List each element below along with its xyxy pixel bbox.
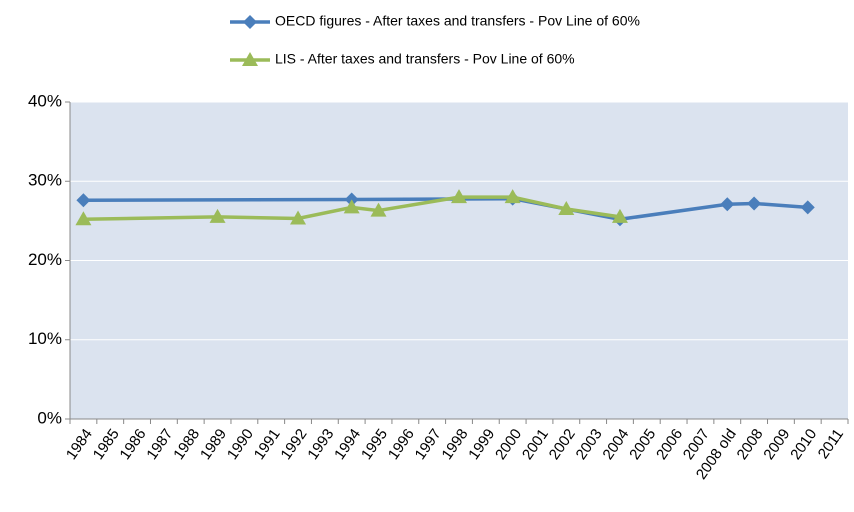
y-tick-label: 20% bbox=[28, 250, 62, 269]
marker bbox=[451, 189, 467, 204]
x-tick-label: 2008 bbox=[734, 426, 767, 463]
x-tick-label: 1994 bbox=[331, 426, 364, 463]
x-tick-label: 2010 bbox=[787, 426, 820, 463]
x-tick-label: 1991 bbox=[251, 426, 284, 463]
marker bbox=[370, 202, 387, 217]
x-tick-label: 1988 bbox=[170, 426, 203, 463]
y-tick-label: 40% bbox=[28, 91, 62, 110]
x-tick-label: 1984 bbox=[63, 426, 96, 463]
marker bbox=[75, 211, 92, 226]
y-tick-label: 10% bbox=[28, 329, 62, 348]
x-tick-label: 2000 bbox=[492, 426, 525, 463]
x-tick-label: 2009 bbox=[760, 426, 793, 463]
x-tick-label: 1998 bbox=[438, 426, 471, 463]
x-tick-label: 1985 bbox=[90, 426, 123, 463]
x-tick-label: 2006 bbox=[653, 426, 686, 463]
y-tick-label: 30% bbox=[28, 171, 62, 190]
marker bbox=[242, 52, 258, 66]
x-tick-label: 1986 bbox=[117, 426, 150, 463]
legend-label: LIS - After taxes and transfers - Pov Li… bbox=[275, 51, 575, 67]
marker bbox=[290, 210, 307, 225]
x-tick-label: 2002 bbox=[546, 426, 579, 463]
x-tick-label: 1987 bbox=[143, 426, 176, 463]
marker bbox=[504, 189, 521, 204]
marker bbox=[747, 196, 762, 211]
x-tick-label: 2011 bbox=[815, 426, 847, 462]
x-tick-label: 1995 bbox=[358, 426, 391, 463]
marker bbox=[720, 197, 735, 212]
x-tick-label: 1990 bbox=[224, 426, 257, 463]
x-tick-label: 1989 bbox=[197, 426, 230, 463]
x-tick-label: 1996 bbox=[385, 426, 418, 463]
x-tick-label: 1993 bbox=[304, 426, 337, 463]
marker bbox=[611, 208, 628, 223]
marker bbox=[343, 199, 360, 214]
x-tick-label: 2005 bbox=[626, 426, 659, 463]
y-tick-label: 0% bbox=[37, 408, 62, 427]
x-tick-label: 1992 bbox=[277, 426, 310, 463]
marker bbox=[800, 200, 815, 215]
marker bbox=[76, 193, 91, 208]
x-tick-label: 1997 bbox=[412, 426, 445, 463]
marker bbox=[243, 15, 257, 29]
x-tick-label: 2001 bbox=[519, 426, 552, 463]
marker bbox=[558, 200, 575, 215]
marker bbox=[209, 208, 226, 223]
legend-label: OECD figures - After taxes and transfers… bbox=[275, 13, 640, 29]
x-tick-label: 1999 bbox=[465, 426, 498, 463]
x-tick-label: 2004 bbox=[599, 426, 632, 463]
x-tick-label: 2003 bbox=[573, 426, 606, 463]
